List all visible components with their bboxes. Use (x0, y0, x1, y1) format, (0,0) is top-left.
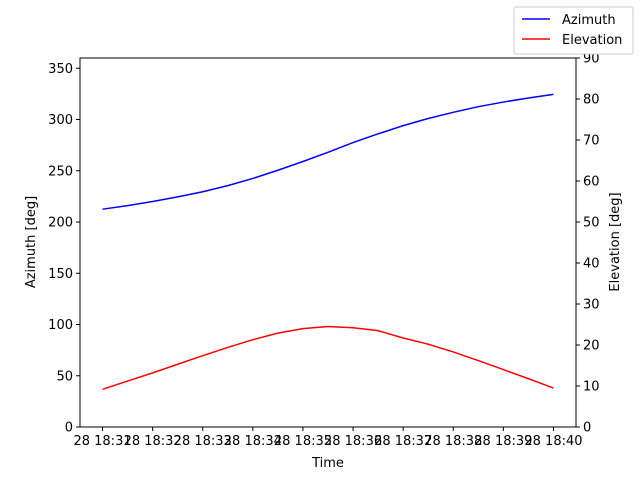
plot-layer (102, 93, 554, 390)
axes-layer: 0 50 100 150 200 250 300 350 0 10 20 30 40 50 60 70 80 90… (48, 52, 599, 450)
y-tick-label-left: 250 (48, 164, 73, 179)
x-tick-label: 28 18:34 (224, 434, 282, 449)
y-tick-label-right: 50 (583, 216, 600, 231)
y-tick-label-right: 30 (583, 298, 600, 313)
y-tick-label-left: 0 (65, 421, 73, 436)
x-tick-label: 28 18:31 (73, 434, 131, 449)
y-tick-label-right: 40 (583, 257, 600, 272)
y-tick-label-right: 80 (583, 93, 600, 108)
y-tick-label-left: 350 (48, 62, 73, 77)
y-axis-label-left: Azimuth [deg] (24, 196, 39, 288)
y-tick-label-right: 10 (583, 380, 600, 395)
y-tick-label-left: 100 (48, 318, 73, 333)
x-tick-label: 28 18:35 (274, 434, 332, 449)
legend: Azimuth Elevation (513, 6, 634, 55)
x-tick-label: 28 18:38 (424, 434, 482, 449)
y-tick-label-left: 50 (56, 369, 73, 384)
x-tick-label: 28 18:36 (324, 434, 382, 449)
x-tick-label: 28 18:32 (124, 434, 182, 449)
x-tick-label: 28 18:40 (524, 434, 582, 449)
series-line-elevation (102, 325, 554, 390)
x-tick-label: 28 18:37 (374, 434, 432, 449)
y-tick-label-right: 0 (583, 421, 591, 436)
y-tick-label-left: 150 (48, 267, 73, 282)
y-tick-label-left: 300 (48, 113, 73, 128)
series-line-azimuth (102, 93, 554, 210)
legend-label-azimuth: Azimuth (562, 13, 616, 28)
y-tick-label-right: 90 (583, 52, 600, 67)
y-tick-label-right: 70 (583, 134, 600, 149)
x-tick-label: 28 18:33 (174, 434, 232, 449)
x-tick-label: 28 18:39 (474, 434, 532, 449)
y-axis-label-right: Elevation [deg] (608, 192, 623, 291)
y-tick-label-left: 200 (48, 216, 73, 231)
legend-label-elevation: Elevation (562, 33, 622, 48)
y-tick-label-right: 60 (583, 175, 600, 190)
y-tick-label-right: 20 (583, 339, 600, 354)
plot-frame (79, 57, 577, 428)
x-axis-label: Time (311, 456, 344, 471)
